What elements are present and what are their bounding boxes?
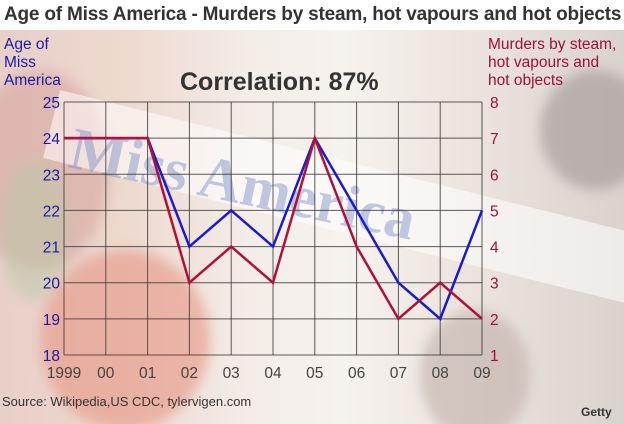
x-tick-label: 09: [473, 365, 490, 382]
x-tick-label: 07: [390, 365, 407, 382]
chart-title: Age of Miss America - Murders by steam, …: [4, 4, 622, 25]
left-tick-label: 22: [43, 203, 60, 220]
left-tick-label: 19: [43, 312, 60, 329]
left-tick-label: 25: [43, 95, 60, 112]
right-axis-label: Murders by steam, hot vapours and hot obje…: [488, 36, 617, 89]
right-tick-label: 3: [490, 276, 499, 293]
right-tick-label: 7: [490, 131, 499, 148]
left-tick-label: 23: [43, 167, 60, 184]
right-tick-label: 8: [490, 95, 499, 112]
left-axis-label: Age of Miss America: [4, 36, 61, 89]
series-line-murders: [64, 134, 483, 321]
x-tick-label: 08: [432, 365, 449, 382]
right-tick-label: 2: [490, 312, 499, 329]
left-tick-label: 21: [43, 240, 60, 257]
x-tick-label: 00: [97, 365, 115, 382]
photo-credit: Getty: [581, 405, 612, 419]
background-photo: Miss America: [0, 30, 624, 424]
x-tick-label: 02: [181, 365, 198, 382]
x-tick-label: 06: [348, 365, 365, 382]
left-tick-label: 24: [43, 131, 61, 148]
right-tick-label: 4: [490, 240, 499, 257]
left-tick-label: 20: [43, 276, 61, 293]
source-note: Source: Wikipedia,US CDC, tylervigen.com: [2, 394, 252, 409]
correlation-annotation: Correlation: 87%: [180, 68, 379, 96]
x-tick-label: 1999: [47, 365, 81, 382]
x-tick-label: 03: [223, 365, 240, 382]
x-tick-label: 05: [306, 365, 323, 382]
right-tick-label: 5: [490, 203, 499, 220]
x-tick-label: 04: [264, 365, 282, 382]
right-tick-label: 6: [490, 167, 499, 184]
right-tick-label: 1: [490, 348, 499, 365]
x-tick-label: 01: [139, 365, 156, 382]
left-tick-label: 18: [43, 348, 60, 365]
